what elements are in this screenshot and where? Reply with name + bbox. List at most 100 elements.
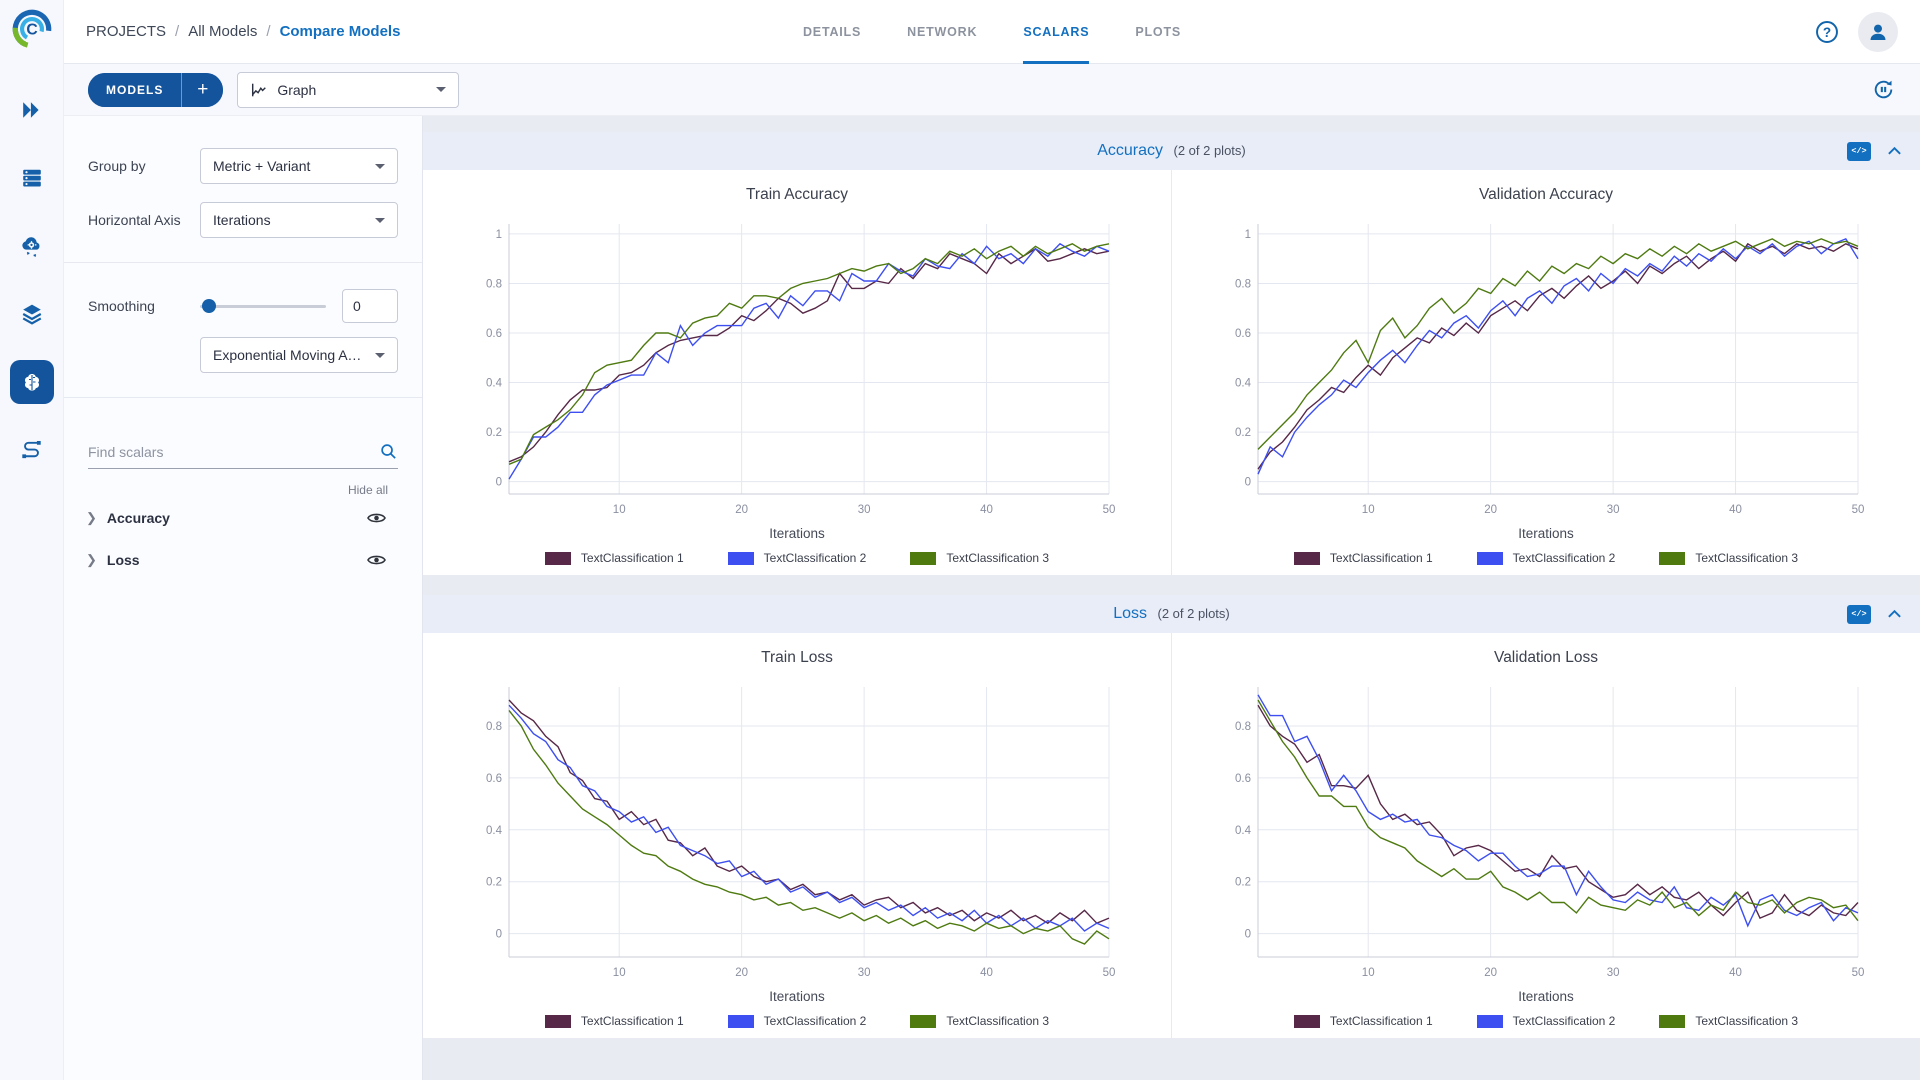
add-model-button[interactable]: +	[181, 72, 224, 107]
visibility-eye-icon[interactable]	[367, 511, 386, 525]
chevron-down-icon	[375, 163, 385, 169]
chevron-right-icon[interactable]: ❯	[86, 510, 97, 525]
chart-validation-loss: Validation Loss 0 0.2 0.4 0.6 0.8 10 20 30 40 50 …	[1172, 633, 1920, 1038]
legend-label: TextClassification 1	[580, 1014, 684, 1028]
projects-icon[interactable]	[10, 88, 54, 132]
legend-item[interactable]: TextClassification 1	[544, 551, 684, 565]
chart-canvas[interactable]: 0 0.2 0.4 0.6 0.8 1 10 20 30 40 50	[1218, 214, 1874, 524]
legend-item[interactable]: TextClassification 2	[727, 1014, 867, 1028]
models-button[interactable]: MODELS	[88, 72, 182, 107]
svg-text:50: 50	[1103, 967, 1116, 979]
auto-refresh-icon[interactable]	[1871, 77, 1896, 102]
chevron-down-icon	[436, 87, 447, 92]
chart-title: Train Accuracy	[746, 186, 848, 203]
svg-text:40: 40	[980, 504, 993, 516]
legend-item[interactable]: TextClassification 2	[1476, 551, 1615, 565]
queues-icon[interactable]	[10, 156, 54, 200]
chart-legend: TextClassification 1 TextClassification 2…	[544, 1014, 1049, 1028]
legend-item[interactable]: TextClassification 1	[544, 1014, 684, 1028]
chart-title: Train Loss	[761, 649, 833, 666]
smoothing-slider[interactable]	[200, 299, 326, 313]
section-header-loss[interactable]: Loss (2 of 2 plots) </>	[423, 595, 1920, 633]
legend-item[interactable]: TextClassification 2	[1476, 1014, 1616, 1028]
legend-item[interactable]: TextClassification 3	[910, 1014, 1049, 1028]
tab-plots[interactable]: PLOTS	[1135, 25, 1182, 39]
svg-text:0.2: 0.2	[1235, 427, 1251, 439]
graph-icon	[252, 83, 267, 96]
horizontal-axis-dropdown[interactable]: Iterations	[200, 202, 398, 238]
help-icon[interactable]: ?	[1814, 19, 1840, 45]
chart-canvas[interactable]: 0 0.2 0.4 0.6 0.8 10 20 30 40 50	[469, 677, 1125, 987]
datasets-icon[interactable]	[10, 292, 54, 336]
chart-canvas[interactable]: 0 0.2 0.4 0.6 0.8 1 10 20 30 40 50	[469, 214, 1125, 524]
clearml-logo[interactable]: C	[9, 6, 55, 52]
legend-item[interactable]: TextClassification 3	[1659, 1014, 1798, 1028]
smoothing-method-dropdown[interactable]: Exponential Moving Av...	[200, 337, 398, 373]
breadcrumb-compare-models[interactable]: Compare Models	[279, 23, 401, 40]
chevron-down-icon	[375, 352, 385, 358]
chart-train-loss: Train Loss 0 0.2 0.4 0.6 0.8 10 20 30 40 50 Itera…	[423, 633, 1172, 1038]
chart-train-accuracy: Train Accuracy 0 0.2 0.4 0.6 0.8 1 10 20 30 40 50 …	[423, 170, 1172, 575]
chart-legend: TextClassification 1 TextClassification 2…	[1293, 1014, 1798, 1028]
legend-swatch	[910, 1014, 937, 1028]
svg-text:10: 10	[1362, 967, 1375, 979]
pipelines-icon[interactable]	[10, 428, 54, 472]
hide-all-button[interactable]: Hide all	[347, 483, 388, 497]
header-actions: ?	[1814, 11, 1920, 52]
legend-label: TextClassification 3	[946, 1014, 1050, 1028]
user-avatar[interactable]	[1858, 11, 1898, 52]
legend-item[interactable]: TextClassification 3	[910, 551, 1049, 565]
legend-item[interactable]: TextClassification 2	[727, 551, 866, 565]
legend-item[interactable]: TextClassification 3	[1659, 551, 1798, 565]
svg-text:20: 20	[1484, 504, 1497, 516]
legend-label: TextClassification 2	[763, 1014, 867, 1028]
chevron-right-icon[interactable]: ❯	[86, 552, 97, 567]
slider-thumb[interactable]	[202, 299, 216, 313]
legend-label: TextClassification 3	[946, 551, 1050, 565]
settings-panel: Group by Metric + Variant Horizontal Axi…	[64, 116, 423, 1080]
chart-title: Validation Accuracy	[1478, 186, 1614, 203]
embed-code-icon[interactable]: </>	[1847, 141, 1871, 161]
svg-text:0: 0	[1245, 477, 1251, 489]
svg-text:10: 10	[613, 967, 626, 979]
x-axis-label: Iterations	[769, 526, 825, 541]
legend-item[interactable]: TextClassification 1	[1293, 551, 1433, 565]
collapse-section-icon[interactable]	[1887, 609, 1902, 619]
svg-text:40: 40	[1729, 967, 1742, 979]
chevron-down-icon	[375, 217, 385, 223]
svg-text:30: 30	[858, 504, 871, 516]
workers-icon[interactable]	[10, 224, 54, 268]
metric-group-accuracy[interactable]: ❯ Accuracy	[64, 497, 422, 539]
breadcrumb-projects[interactable]: PROJECTS	[86, 23, 167, 40]
models-icon[interactable]	[9, 360, 54, 404]
chart-title: Validation Loss	[1494, 649, 1598, 666]
legend-label: TextClassification 1	[1329, 551, 1433, 565]
legend-label: TextClassification 1	[1329, 1014, 1433, 1028]
section-header-accuracy[interactable]: Accuracy (2 of 2 plots) </>	[423, 132, 1920, 170]
svg-text:30: 30	[1607, 504, 1620, 516]
group-by-dropdown[interactable]: Metric + Variant	[200, 148, 398, 184]
find-scalars-input[interactable]	[88, 443, 379, 460]
breadcrumb-separator: /	[266, 23, 271, 40]
svg-text:30: 30	[1607, 967, 1620, 979]
legend-label: TextClassification 2	[1512, 1014, 1616, 1028]
tab-scalars[interactable]: SCALARS	[1023, 0, 1090, 64]
view-type-dropdown[interactable]: Graph	[237, 71, 460, 108]
tab-details[interactable]: DETAILS	[802, 25, 862, 39]
breadcrumb-all-models[interactable]: All Models	[188, 23, 258, 40]
svg-text:50: 50	[1852, 967, 1865, 979]
tab-network[interactable]: NETWORK	[907, 25, 978, 39]
smoothing-value-input[interactable]	[342, 289, 398, 323]
embed-code-icon[interactable]: </>	[1847, 604, 1871, 624]
chart-canvas[interactable]: 0 0.2 0.4 0.6 0.8 10 20 30 40 50	[1218, 677, 1874, 987]
metric-group-loss[interactable]: ❯ Loss	[64, 539, 422, 581]
legend-swatch	[1659, 1014, 1686, 1028]
legend-swatch	[1476, 1014, 1503, 1028]
legend-item[interactable]: TextClassification 1	[1293, 1014, 1433, 1028]
svg-text:0: 0	[496, 929, 502, 941]
collapse-section-icon[interactable]	[1887, 146, 1902, 156]
legend-label: TextClassification 3	[1695, 1014, 1799, 1028]
visibility-eye-icon[interactable]	[367, 553, 386, 567]
svg-text:0.6: 0.6	[1235, 773, 1251, 785]
search-icon[interactable]	[379, 442, 398, 461]
